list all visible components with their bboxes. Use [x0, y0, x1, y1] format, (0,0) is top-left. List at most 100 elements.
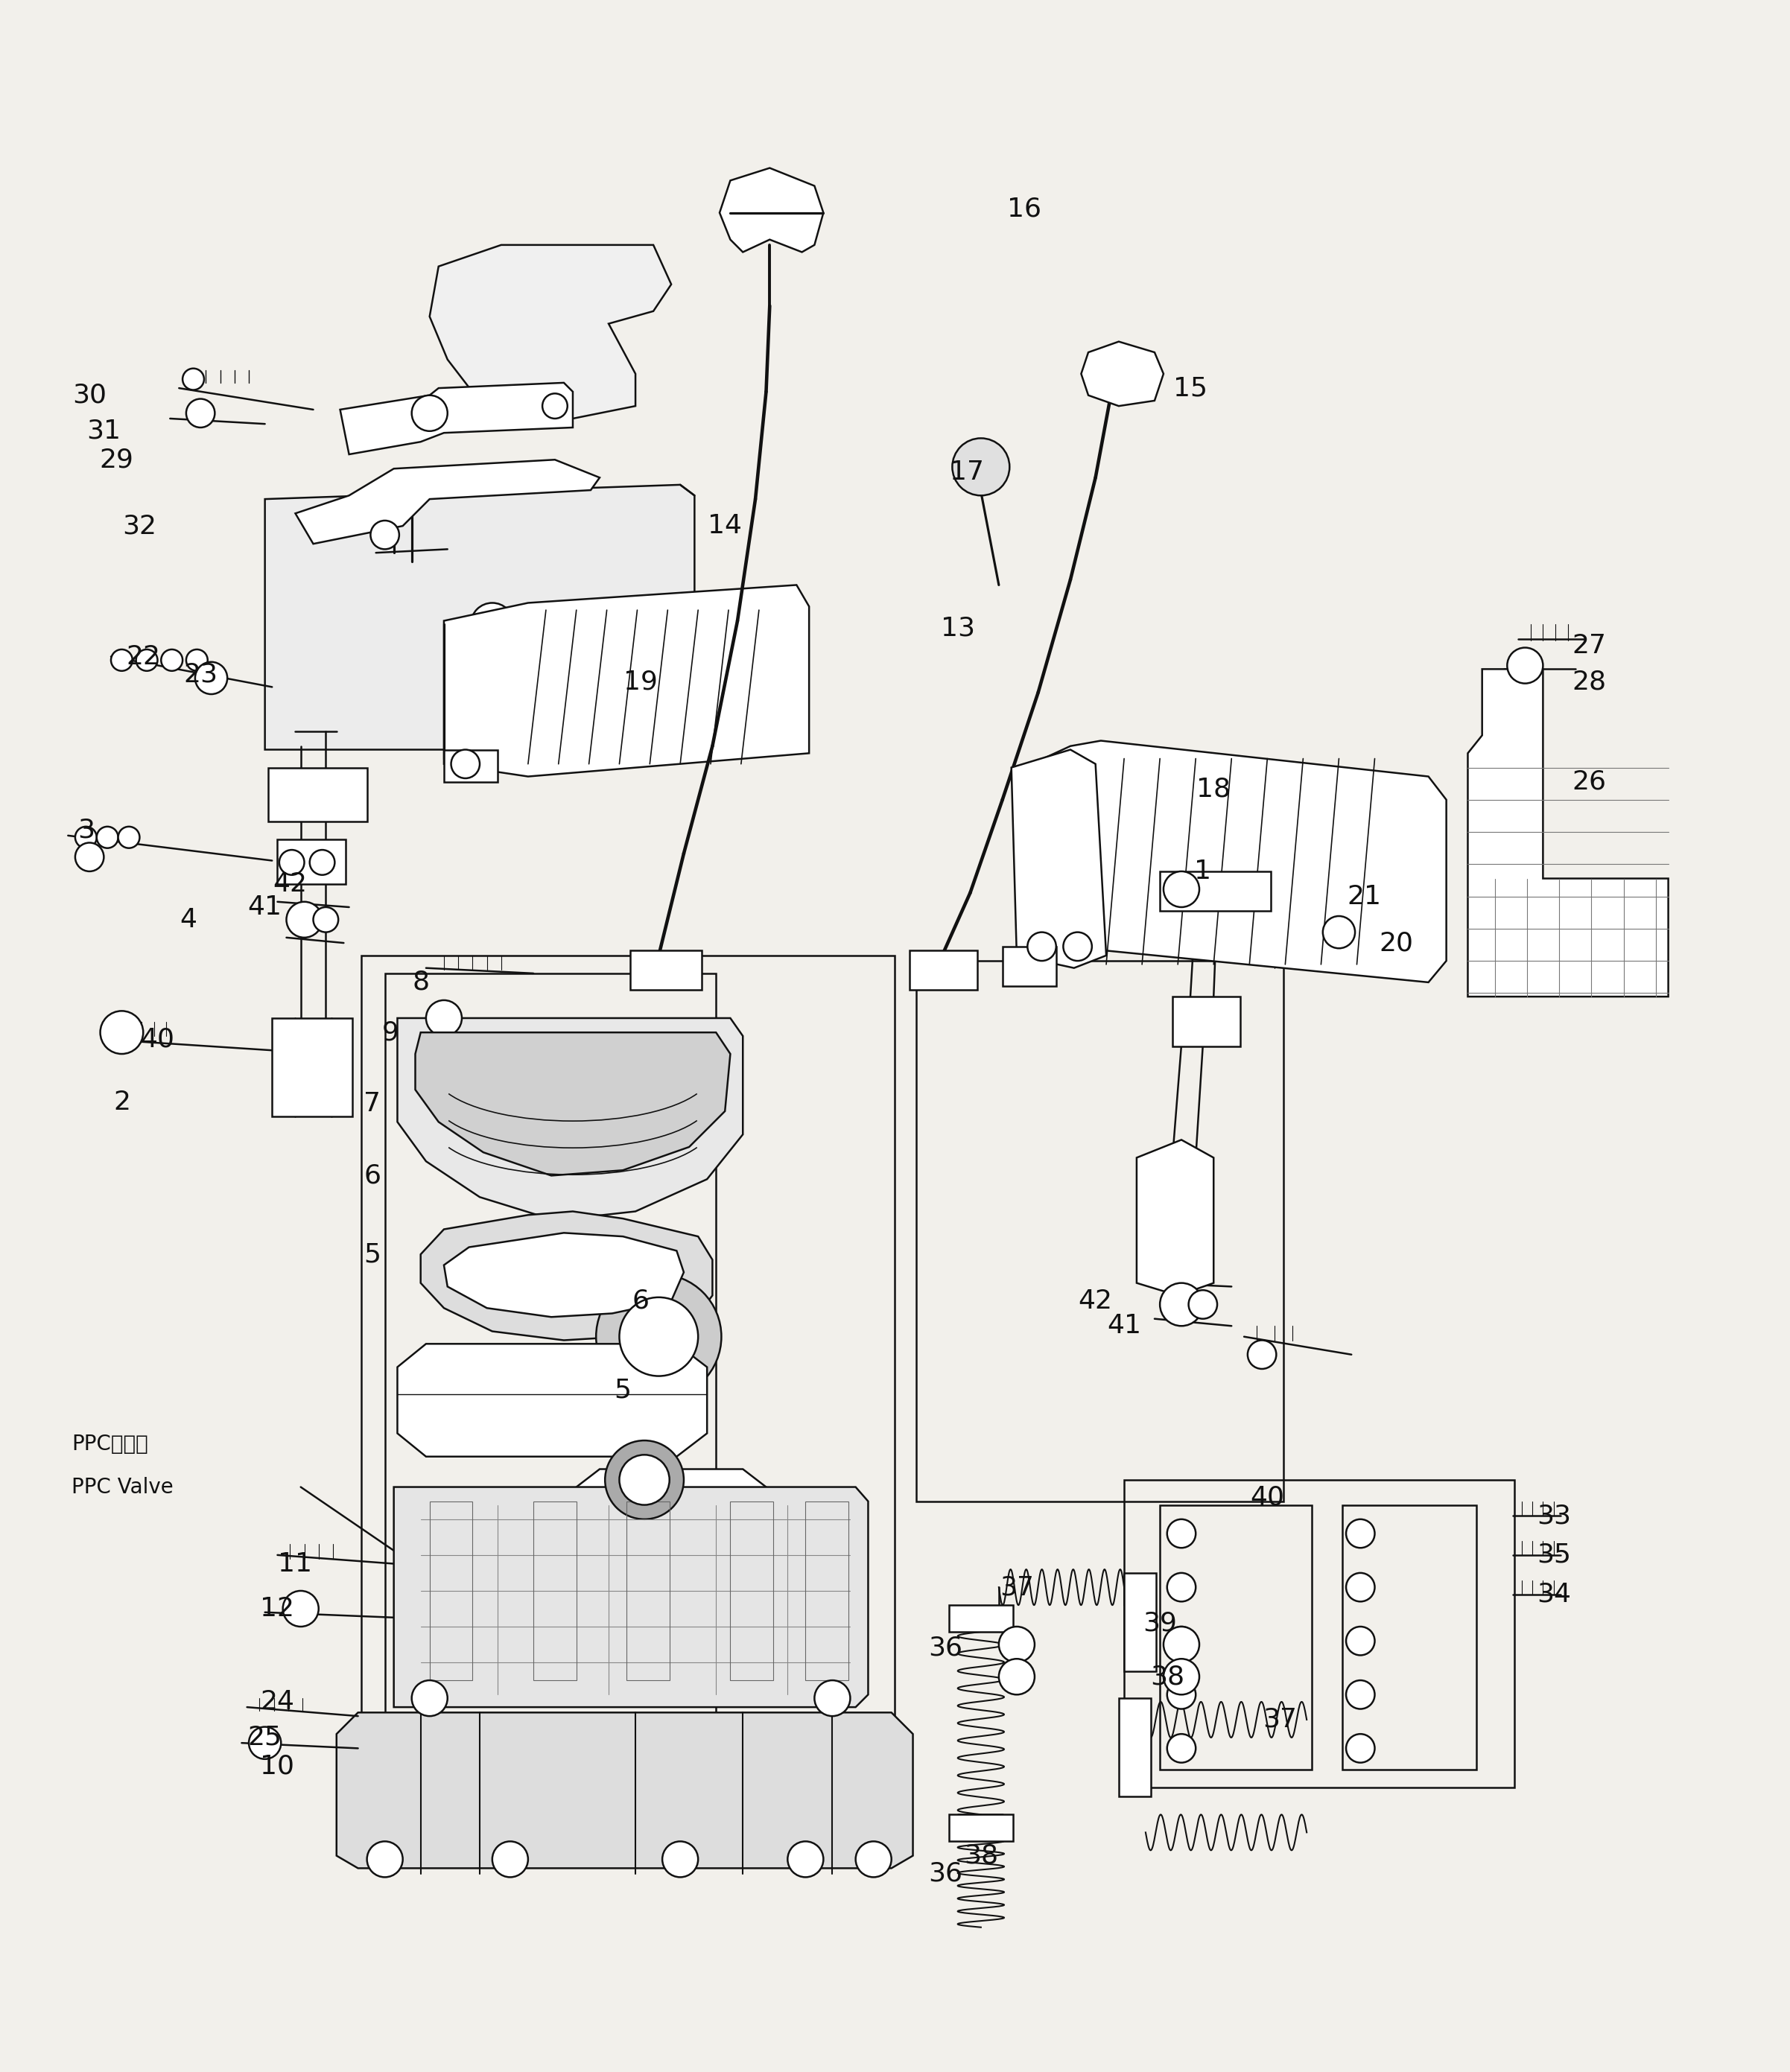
Bar — [1119, 1699, 1151, 1796]
Text: 38: 38 — [963, 1842, 999, 1869]
Bar — [1160, 1504, 1312, 1769]
Text: 15: 15 — [1172, 375, 1208, 400]
Text: 2: 2 — [113, 1090, 131, 1115]
Text: PPC Valve: PPC Valve — [72, 1477, 174, 1498]
Polygon shape — [1137, 1140, 1214, 1295]
Circle shape — [1167, 1680, 1196, 1709]
Text: 36: 36 — [927, 1635, 963, 1662]
Text: 12: 12 — [260, 1595, 295, 1622]
Bar — [806, 1502, 848, 1680]
Text: 30: 30 — [72, 383, 107, 408]
Circle shape — [186, 398, 215, 427]
Text: 5: 5 — [363, 1241, 381, 1266]
Circle shape — [1346, 1519, 1375, 1548]
Bar — [1172, 997, 1240, 1046]
Polygon shape — [394, 1488, 868, 1707]
Circle shape — [1167, 1519, 1196, 1548]
Circle shape — [279, 850, 304, 874]
Text: 41: 41 — [247, 895, 283, 920]
Circle shape — [1323, 916, 1355, 949]
Circle shape — [161, 649, 183, 671]
Bar — [630, 951, 702, 990]
Circle shape — [1167, 1573, 1196, 1602]
Bar — [533, 1502, 576, 1680]
Text: 16: 16 — [1006, 197, 1042, 222]
Text: 42: 42 — [272, 870, 308, 897]
Bar — [1124, 1573, 1156, 1672]
Text: 3: 3 — [77, 818, 95, 843]
Text: 14: 14 — [707, 514, 743, 539]
Polygon shape — [397, 1017, 743, 1220]
Circle shape — [1164, 1627, 1199, 1662]
Circle shape — [412, 396, 448, 431]
Polygon shape — [1011, 750, 1106, 968]
Circle shape — [310, 850, 335, 874]
Bar — [268, 767, 367, 821]
Text: 33: 33 — [1536, 1502, 1572, 1529]
Text: 21: 21 — [1346, 885, 1382, 910]
Circle shape — [814, 1680, 850, 1716]
Circle shape — [999, 1627, 1035, 1662]
Circle shape — [1160, 1283, 1203, 1326]
Circle shape — [1167, 1627, 1196, 1656]
Circle shape — [619, 1297, 698, 1376]
Circle shape — [371, 520, 399, 549]
Circle shape — [1167, 1734, 1196, 1763]
Text: 24: 24 — [260, 1689, 295, 1714]
Circle shape — [100, 1011, 143, 1055]
Text: 22: 22 — [125, 644, 161, 669]
Text: 1: 1 — [1194, 858, 1212, 885]
Text: 7: 7 — [363, 1092, 381, 1117]
Circle shape — [605, 1440, 684, 1519]
Circle shape — [195, 661, 227, 694]
Polygon shape — [430, 244, 671, 427]
Text: 10: 10 — [260, 1753, 295, 1780]
Text: 6: 6 — [632, 1289, 650, 1314]
Circle shape — [1164, 1660, 1199, 1695]
Circle shape — [183, 369, 204, 390]
Text: 29: 29 — [98, 448, 134, 472]
Text: 38: 38 — [1149, 1664, 1185, 1689]
Circle shape — [97, 827, 118, 847]
Circle shape — [1346, 1680, 1375, 1709]
Bar — [949, 1815, 1013, 1842]
Circle shape — [1346, 1627, 1375, 1656]
Circle shape — [662, 1842, 698, 1877]
Circle shape — [283, 1591, 319, 1627]
Text: 25: 25 — [247, 1724, 283, 1751]
Circle shape — [492, 1842, 528, 1877]
Text: PPCバルブ: PPCバルブ — [72, 1434, 149, 1455]
Circle shape — [1346, 1734, 1375, 1763]
Circle shape — [856, 1842, 891, 1877]
Text: 4: 4 — [179, 908, 197, 932]
Text: 23: 23 — [183, 661, 218, 688]
Circle shape — [952, 439, 1010, 495]
Text: 28: 28 — [1572, 669, 1607, 694]
Bar — [272, 1017, 353, 1117]
Bar — [430, 1502, 473, 1680]
Circle shape — [286, 901, 322, 937]
Text: 13: 13 — [940, 615, 976, 640]
Polygon shape — [576, 1469, 766, 1566]
Text: 27: 27 — [1572, 634, 1607, 659]
Polygon shape — [444, 1233, 684, 1318]
Polygon shape — [1468, 669, 1668, 997]
Circle shape — [186, 649, 208, 671]
Bar — [626, 1502, 669, 1680]
Text: 9: 9 — [381, 1019, 399, 1044]
Circle shape — [1189, 1291, 1217, 1318]
Circle shape — [1507, 649, 1543, 684]
Bar — [385, 974, 716, 1796]
Circle shape — [999, 1660, 1035, 1695]
Text: 6: 6 — [363, 1162, 381, 1187]
Text: 32: 32 — [122, 514, 158, 539]
Bar — [444, 750, 498, 781]
Text: 37: 37 — [1262, 1707, 1298, 1732]
Circle shape — [1063, 932, 1092, 961]
Text: 17: 17 — [949, 460, 985, 485]
Circle shape — [367, 1842, 403, 1877]
Bar — [362, 955, 895, 1823]
Circle shape — [111, 649, 132, 671]
Polygon shape — [720, 168, 823, 253]
Polygon shape — [444, 584, 809, 777]
